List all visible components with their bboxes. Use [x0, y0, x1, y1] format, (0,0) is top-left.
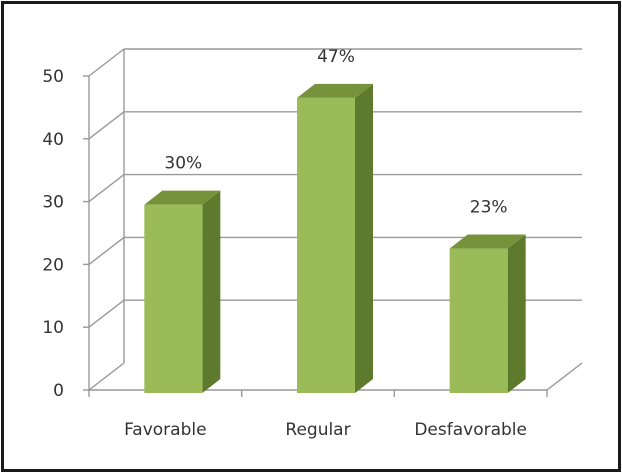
x-axis-categories: Favorable Regular Desfavorable: [124, 420, 527, 440]
floor-right-edge: [546, 362, 583, 391]
y-axis-ticks: 0 10 20 30 40 50: [42, 67, 89, 401]
x-category-label: Desfavorable: [414, 420, 527, 440]
data-labels: 30% 47% 23%: [164, 47, 507, 218]
bar-value-label: 30%: [164, 154, 202, 174]
y-tick-label: 50: [42, 67, 64, 87]
y-tick-label: 10: [42, 318, 64, 338]
bars: [144, 83, 526, 393]
y-tick-label: 30: [42, 193, 64, 213]
x-category-label: Favorable: [124, 420, 206, 440]
y-tick-label: 20: [42, 255, 64, 275]
bar-value-label: 23%: [470, 198, 508, 218]
bar: [144, 190, 221, 393]
x-category-label: Regular: [285, 420, 350, 440]
bar-value-label: 47%: [317, 47, 355, 67]
bar: [449, 234, 526, 393]
bar-chart: 0 10 20 30 40 50 30% 47% 23% Favorable Regular De…: [42, 47, 583, 440]
bar: [297, 83, 373, 393]
gridline: [88, 362, 125, 391]
y-tick-label: 0: [53, 381, 64, 401]
y-tick-label: 40: [42, 130, 64, 150]
gridline: [88, 48, 582, 77]
